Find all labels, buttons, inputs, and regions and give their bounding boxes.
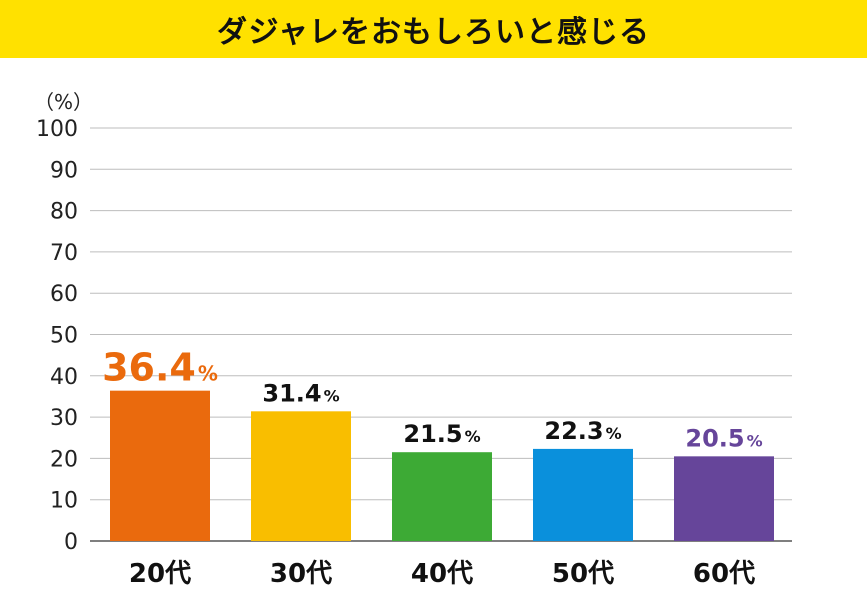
x-category-label: 50代 [552, 559, 614, 589]
data-label: 36.4% [102, 346, 218, 390]
data-label: 22.3% [544, 417, 621, 445]
y-tick-label: 20 [50, 447, 78, 472]
y-tick-label: 30 [50, 406, 78, 431]
y-tick-label: 0 [64, 530, 78, 555]
y-tick-label: 40 [50, 365, 78, 390]
x-category-label: 20代 [129, 559, 191, 589]
data-label: 20.5% [685, 424, 762, 452]
title-banner: ダジャレをおもしろいと感じる [0, 0, 867, 58]
y-tick-label: 50 [50, 324, 78, 349]
y-unit-label: （%） [34, 90, 93, 114]
y-tick-label: 80 [50, 200, 78, 225]
x-category-label: 60代 [693, 559, 755, 589]
data-label: 31.4% [262, 379, 339, 407]
x-category-label: 30代 [270, 559, 332, 589]
bar [674, 456, 774, 541]
bar [533, 448, 633, 541]
y-tick-label: 90 [50, 158, 78, 183]
y-tick-label: 100 [36, 117, 78, 142]
y-tick-label: 70 [50, 241, 78, 266]
x-category-label: 40代 [411, 559, 473, 589]
chart-title: ダジャレをおもしろいと感じる [216, 15, 651, 50]
bar [392, 452, 492, 541]
y-tick-label: 60 [50, 282, 78, 307]
bar [110, 390, 210, 541]
y-tick-label: 10 [50, 489, 78, 514]
bar [251, 411, 351, 541]
data-label: 21.5% [403, 420, 480, 448]
